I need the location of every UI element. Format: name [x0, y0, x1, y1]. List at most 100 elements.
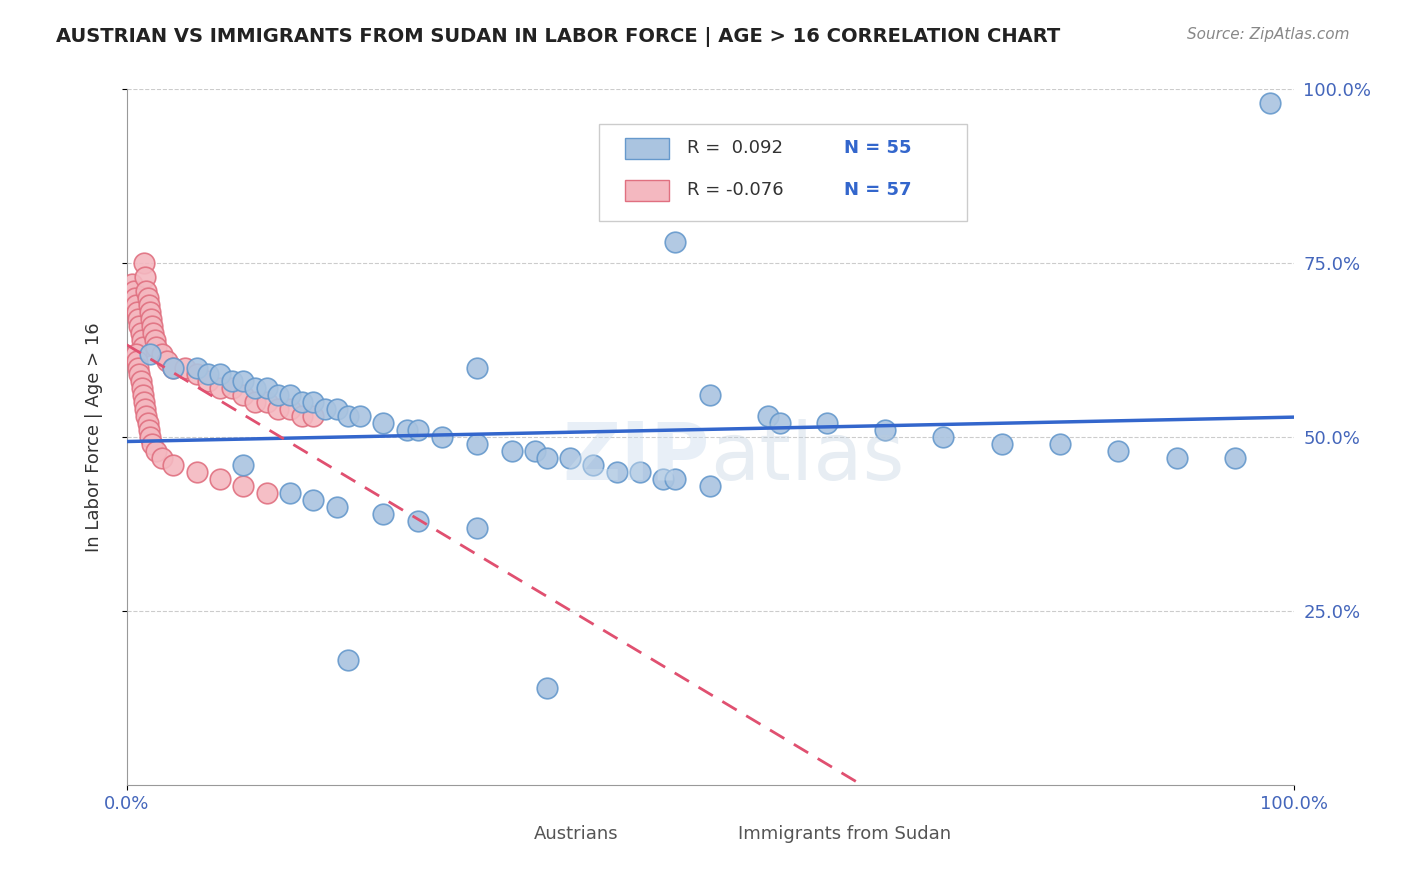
Point [124, 291, 146, 305]
Point [221, 375, 243, 389]
Point [990, 437, 1012, 451]
Text: AUSTRIAN VS IMMIGRANTS FROM SUDAN IN LABOR FORCE | AGE > 16 CORRELATION CHART: AUSTRIAN VS IMMIGRANTS FROM SUDAN IN LAB… [56, 27, 1060, 46]
Point [139, 305, 162, 319]
Point [1049, 437, 1071, 451]
Point [875, 423, 897, 437]
Point [582, 458, 605, 472]
Point [174, 360, 197, 375]
Point [256, 381, 278, 395]
Point [664, 235, 686, 250]
Point [162, 360, 184, 375]
Point [134, 270, 156, 285]
Point [208, 472, 231, 486]
Point [125, 353, 148, 368]
Point [197, 375, 219, 389]
Point [128, 318, 150, 333]
Point [558, 450, 581, 465]
Point [373, 507, 395, 521]
Point [430, 430, 453, 444]
Point [290, 395, 312, 409]
Point [134, 402, 156, 417]
Point [186, 368, 208, 382]
Point [135, 284, 157, 298]
Text: Immigrants from Sudan: Immigrants from Sudan [738, 825, 950, 843]
Point [395, 423, 418, 437]
Point [652, 472, 675, 486]
Point [932, 430, 955, 444]
Point [465, 520, 488, 534]
Point [302, 409, 325, 424]
FancyBboxPatch shape [599, 124, 967, 221]
Point [135, 409, 157, 424]
Point [337, 653, 360, 667]
Point [267, 402, 290, 417]
Point [756, 409, 779, 424]
Point [186, 360, 208, 375]
Point [138, 423, 160, 437]
Point [314, 402, 336, 417]
Point [664, 472, 686, 486]
Point [122, 284, 145, 298]
Point [132, 395, 155, 409]
Point [606, 465, 628, 479]
Point [337, 409, 360, 424]
Point [232, 458, 254, 472]
Point [699, 388, 721, 402]
Point [150, 450, 173, 465]
Point [138, 298, 160, 312]
Point [197, 368, 219, 382]
Text: N = 55: N = 55 [844, 139, 911, 157]
Point [1108, 444, 1130, 458]
Point [232, 375, 254, 389]
Point [139, 346, 162, 360]
Point [141, 437, 163, 451]
Point [278, 485, 301, 500]
Bar [624, 138, 669, 159]
Point [125, 346, 148, 360]
Point [156, 353, 179, 368]
Point [373, 416, 395, 430]
Point [325, 500, 347, 514]
Point [132, 388, 155, 402]
Point [465, 437, 488, 451]
Point [302, 395, 325, 409]
Point [243, 395, 266, 409]
Point [121, 277, 143, 291]
Point [523, 444, 546, 458]
Point [132, 256, 155, 270]
Point [142, 326, 165, 340]
Text: R = -0.076: R = -0.076 [686, 181, 783, 199]
Point [132, 340, 155, 354]
Point [162, 458, 184, 472]
Point [125, 305, 148, 319]
Bar [727, 825, 756, 843]
Point [501, 444, 523, 458]
Point [129, 375, 152, 389]
Text: atlas: atlas [710, 419, 904, 497]
Point [325, 402, 347, 417]
Bar [624, 179, 669, 201]
Point [208, 368, 231, 382]
Point [278, 388, 301, 402]
Point [267, 388, 290, 402]
Point [186, 465, 208, 479]
Point [145, 340, 167, 354]
Point [536, 450, 558, 465]
Point [1223, 450, 1246, 465]
Point [127, 311, 149, 326]
Point [256, 395, 278, 409]
Point [131, 381, 153, 395]
Point [408, 514, 430, 528]
Point [408, 423, 430, 437]
Point [128, 368, 150, 382]
Point [243, 381, 266, 395]
Point [221, 381, 243, 395]
Text: Austrians: Austrians [533, 825, 619, 843]
Point [349, 409, 371, 424]
Point [232, 479, 254, 493]
Bar [494, 825, 523, 843]
Point [815, 416, 838, 430]
Point [139, 430, 162, 444]
Text: N = 57: N = 57 [844, 181, 911, 199]
Point [536, 681, 558, 695]
